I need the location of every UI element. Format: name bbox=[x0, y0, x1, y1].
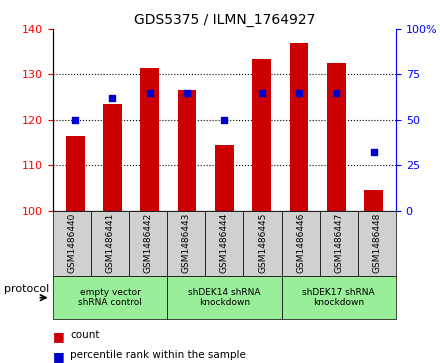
Point bbox=[221, 117, 228, 123]
Text: percentile rank within the sample: percentile rank within the sample bbox=[70, 350, 246, 360]
Bar bbox=[253, 58, 271, 211]
Text: GSM1486446: GSM1486446 bbox=[296, 213, 305, 273]
Text: GSM1486443: GSM1486443 bbox=[182, 213, 191, 273]
Text: count: count bbox=[70, 330, 100, 340]
Point bbox=[146, 90, 153, 95]
Point bbox=[183, 90, 191, 95]
Text: GSM1486444: GSM1486444 bbox=[220, 213, 229, 273]
Point bbox=[109, 95, 116, 101]
Point bbox=[333, 90, 340, 95]
Text: shDEK14 shRNA
knockdown: shDEK14 shRNA knockdown bbox=[188, 288, 260, 307]
Text: ■: ■ bbox=[53, 330, 65, 343]
Bar bbox=[364, 190, 383, 211]
Bar bbox=[103, 104, 122, 211]
Bar bbox=[290, 43, 308, 211]
Text: ■: ■ bbox=[53, 350, 65, 363]
Text: empty vector
shRNA control: empty vector shRNA control bbox=[78, 288, 142, 307]
Bar bbox=[327, 63, 346, 211]
Text: GSM1486440: GSM1486440 bbox=[67, 213, 77, 273]
Bar bbox=[178, 90, 196, 211]
Point bbox=[258, 90, 265, 95]
Title: GDS5375 / ILMN_1764927: GDS5375 / ILMN_1764927 bbox=[134, 13, 315, 26]
Text: shDEK17 shRNA
knockdown: shDEK17 shRNA knockdown bbox=[302, 288, 375, 307]
Text: GSM1486448: GSM1486448 bbox=[372, 213, 381, 273]
Text: GSM1486447: GSM1486447 bbox=[334, 213, 343, 273]
Text: GSM1486442: GSM1486442 bbox=[143, 213, 153, 273]
Bar bbox=[140, 68, 159, 211]
Bar bbox=[215, 145, 234, 211]
Point bbox=[296, 90, 303, 95]
Text: protocol: protocol bbox=[4, 284, 50, 294]
Text: GSM1486441: GSM1486441 bbox=[106, 213, 114, 273]
Text: GSM1486445: GSM1486445 bbox=[258, 213, 267, 273]
Bar bbox=[66, 136, 84, 211]
Point bbox=[72, 117, 79, 123]
Point bbox=[370, 150, 377, 155]
